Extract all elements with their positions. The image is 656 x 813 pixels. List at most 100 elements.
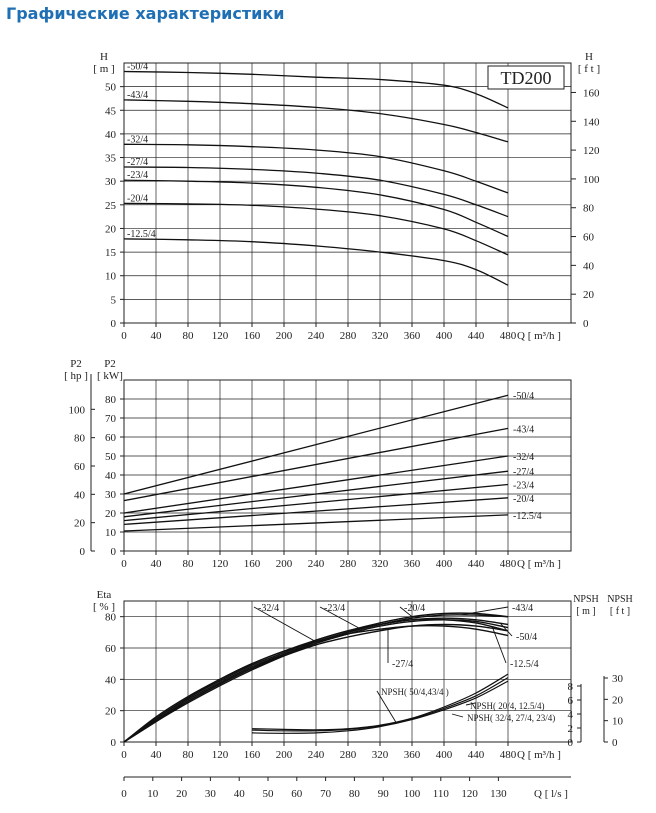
ls-tick-label: 80 (349, 788, 361, 800)
eta-x-tick-label: 440 (468, 749, 485, 761)
eta-y-tick-label: 80 (105, 612, 117, 624)
eta-y-axis-unit: [ % ] (93, 601, 115, 613)
eta-label-leader (459, 606, 509, 616)
head-x-tick-label: 480 (500, 330, 517, 342)
eta-x-tick-label: 120 (212, 749, 229, 761)
npsh-m-tick-label: 4 (568, 709, 574, 721)
power-line-label: -12.5/4 (513, 511, 542, 522)
power-kw-axis-label: P2 (104, 358, 116, 370)
npsh-m-axis-unit: [ m ] (576, 606, 595, 617)
head-y-tick-label: 5 (111, 294, 117, 306)
head-y-tick-label: 50 (105, 82, 117, 94)
head-curve (123, 238, 509, 286)
power-plot-frame (123, 379, 572, 552)
model-label-box (487, 65, 565, 90)
head-curve (123, 99, 509, 143)
npsh-label-leader (451, 713, 464, 718)
eta-x-tick-label: 200 (276, 749, 293, 761)
power-x-tick-label: 480 (500, 558, 517, 570)
head-curve-label: -43/4 (127, 90, 148, 101)
npsh-curve-label: NPSH( 32/4, 27/4, 23/4) (467, 713, 555, 723)
power-line (123, 483, 509, 522)
power-hp-tick-label: 0 (80, 546, 86, 558)
head-x-tick-label: 0 (121, 330, 127, 342)
eta-x-tick-label: 320 (372, 749, 389, 761)
power-x-tick-label: 400 (436, 558, 453, 570)
ls-axis-label: Q [ l/s ] (534, 788, 568, 800)
ls-tick-label: 50 (263, 788, 275, 800)
head-curve-label: -27/4 (127, 157, 148, 168)
ls-tick-label: 90 (378, 788, 390, 800)
head-x-tick-label: 400 (436, 330, 453, 342)
power-x-tick-label: 320 (372, 558, 389, 570)
power-line-label: -50/4 (513, 391, 534, 402)
head-y-tick-label: 45 (105, 105, 117, 117)
eta-label-leader (491, 625, 507, 664)
npsh-curve-label: NPSH( 20/4, 12.5/4) (470, 701, 545, 711)
power-kw-tick-label: 60 (105, 432, 117, 444)
head-right-tick-label: 40 (583, 260, 595, 272)
head-x-tick-label: 160 (244, 330, 261, 342)
power-line-label: -32/4 (513, 452, 534, 463)
npsh-ft-axis-label: NPSH (607, 594, 633, 605)
eta-y-axis-label: Eta (97, 589, 112, 601)
eta-x-tick-label: 80 (183, 749, 195, 761)
power-hp-tick-label: 100 (69, 404, 86, 416)
power-x-tick-label: 80 (183, 558, 195, 570)
power-line-label: -20/4 (513, 494, 534, 505)
power-kw-tick-label: 50 (105, 451, 117, 463)
head-x-axis-label: Q [ m³/h ] (517, 330, 561, 342)
npsh-label-leader (465, 702, 477, 706)
npsh-m-tick-label: 0 (568, 737, 574, 749)
npsh-m-axis-label: NPSH (573, 594, 599, 605)
eta-curve-label: -32/4 (258, 603, 279, 614)
npsh-m-tick-label: 8 (568, 681, 574, 693)
eta-x-tick-label: 400 (436, 749, 453, 761)
head-x-tick-label: 240 (308, 330, 325, 342)
npsh-curve-label: NPSH( 50/4,43/4 ) (381, 687, 449, 697)
npsh-ft-tick-label: 30 (612, 673, 624, 685)
eta-x-axis-label: Q [ m³/h ] (517, 749, 561, 761)
eta-label-leader (253, 606, 317, 643)
eta-label-leader (319, 606, 365, 632)
eta-x-tick-label: 240 (308, 749, 325, 761)
power-kw-axis-unit: [ kW] (97, 370, 123, 382)
npsh-curve (251, 677, 509, 732)
eta-curve-label: -43/4 (512, 603, 533, 614)
eta-curve-label: -23/4 (324, 603, 345, 614)
power-hp-tick-label: 20 (74, 518, 86, 530)
power-kw-tick-label: 0 (111, 546, 117, 558)
power-line-label: -27/4 (513, 467, 534, 478)
power-line (123, 470, 509, 518)
head-y-tick-label: 40 (105, 129, 117, 141)
eta-x-tick-label: 0 (121, 749, 127, 761)
power-x-axis-label: Q [ m³/h ] (517, 558, 561, 570)
eta-y-tick-label: 0 (111, 737, 117, 749)
model-label: TD200 (501, 68, 552, 88)
head-curve (123, 202, 509, 256)
power-line (123, 514, 509, 532)
power-x-tick-label: 360 (404, 558, 421, 570)
head-x-tick-label: 40 (151, 330, 163, 342)
power-x-tick-label: 160 (244, 558, 261, 570)
head-y-tick-label: 0 (111, 318, 117, 330)
ls-tick-label: 60 (291, 788, 303, 800)
eta-x-tick-label: 480 (500, 749, 517, 761)
eta-curve-label: -50/4 (516, 632, 537, 643)
power-kw-tick-label: 40 (105, 470, 117, 482)
power-x-tick-label: 40 (151, 558, 163, 570)
eta-x-tick-label: 40 (151, 749, 163, 761)
head-y-tick-label: 10 (105, 271, 117, 283)
power-kw-tick-label: 80 (105, 394, 117, 406)
head-right-axis-unit: [ f t ] (578, 63, 600, 75)
head-y-tick-label: 25 (105, 200, 117, 212)
head-y-tick-label: 35 (105, 153, 117, 165)
ls-tick-label: 0 (121, 788, 127, 800)
head-x-tick-label: 440 (468, 330, 485, 342)
npsh-label-leader (376, 690, 397, 723)
eta-x-tick-label: 360 (404, 749, 421, 761)
head-x-tick-label: 360 (404, 330, 421, 342)
eta-curve (123, 623, 509, 743)
head-curve (123, 166, 509, 218)
